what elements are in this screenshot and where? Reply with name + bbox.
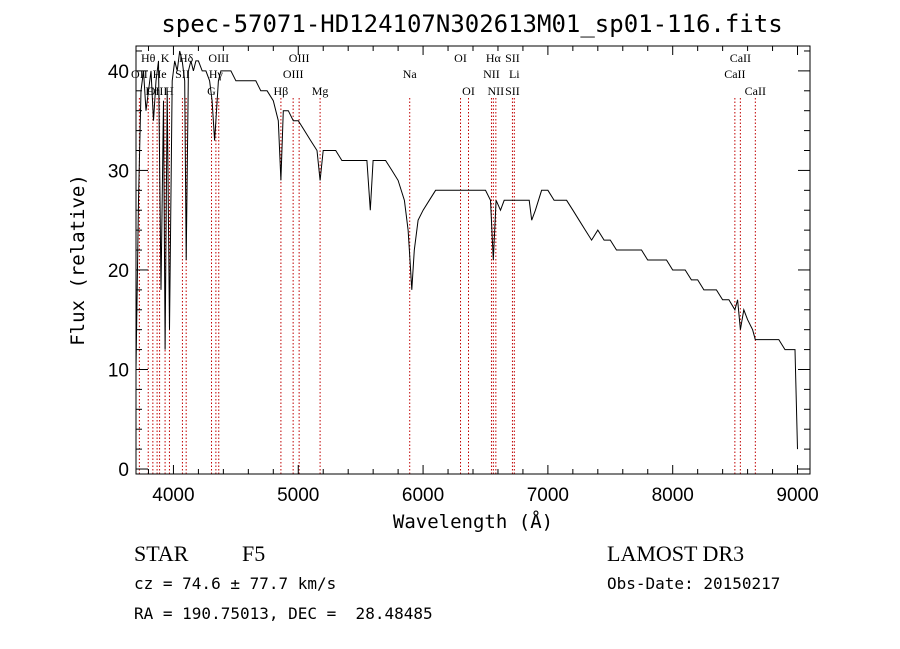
emission-line-markers [138,98,756,474]
emission-line-label: SII [175,67,190,81]
emission-line-label: CaII [724,67,745,81]
emission-line-label: OI [454,51,467,65]
coords-text: RA = 190.75013, DEC = 28.48485 [134,604,433,623]
survey-name: LAMOST DR3 [607,541,744,566]
x-tick-label: 8000 [652,485,694,506]
y-tick-label: 10 [108,360,129,381]
y-tick-label: 0 [118,460,129,481]
x-axis-ticks: 4000 5000 6000 7000 8000 9000 [147,46,819,506]
y-axis-label: Flux (relative) [67,174,89,346]
emission-line-label: OII [131,67,148,81]
redshift-text: cz = 74.6 ± 77.7 km/s [134,574,336,593]
emission-line-label: SII [505,51,520,65]
emission-line-label: NII [488,84,505,98]
obs-date-text: Obs-Date: 20150217 [607,574,780,593]
emission-line-label: Hγ [209,67,224,81]
emission-line-label: Mg [312,84,329,98]
emission-line-label: Na [403,67,418,81]
spectral-subclass: F5 [242,541,265,566]
emission-line-label: SII [505,84,520,98]
emission-line-label: K [161,51,170,65]
spectrum-line [135,50,798,450]
emission-line-label: Hθ [141,51,156,65]
emission-line-label: OIII [289,51,310,65]
y-tick-label: 30 [108,161,129,182]
emission-line-label: Li [509,67,520,81]
emission-line-label: OIII [283,67,304,81]
emission-line-label: CaII [730,51,751,65]
emission-line-label: He [153,67,167,81]
x-tick-label: 6000 [402,485,444,506]
y-axis-ticks: 0 10 20 30 40 [108,50,810,481]
emission-line-label: NII [483,67,500,81]
emission-line-label: CaII [745,84,766,98]
plot-frame [135,45,811,475]
x-tick-label: 5000 [277,485,319,506]
x-axis-label: Wavelength (Å) [393,510,553,533]
emission-line-label: Hα [486,51,502,65]
y-tick-label: 40 [108,62,129,83]
x-tick-label: 9000 [776,485,818,506]
x-tick-label: 7000 [527,485,569,506]
y-tick-label: 20 [108,261,129,282]
object-class: STAR [134,541,189,566]
emission-line-label: Hβ [274,84,289,98]
x-tick-label: 4000 [152,485,194,506]
chart-title: spec-57071-HD124107N302613M01_sp01-116.f… [161,10,782,38]
emission-line-label: G [207,84,216,98]
emission-line-label: H [165,84,174,98]
emission-line-label: OI [462,84,475,98]
emission-line-label: OIII [208,51,229,65]
